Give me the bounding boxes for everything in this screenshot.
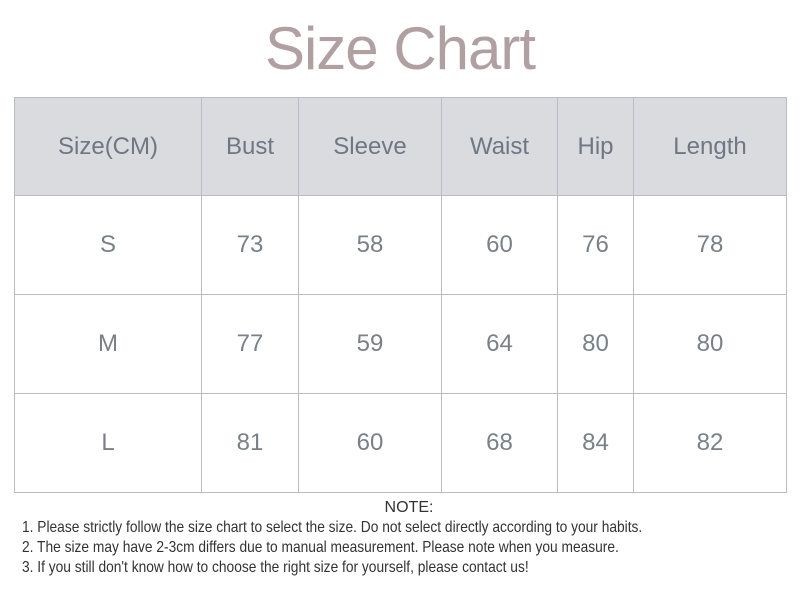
table-cell: S [14, 195, 202, 295]
note-line: 2. The size may have 2-3cm differs due t… [22, 539, 619, 556]
table-cell: 84 [557, 393, 634, 493]
table-cell: 60 [298, 393, 442, 493]
notes-section: NOTE: 1. Please strictly follow the size… [0, 498, 800, 578]
notes-heading: NOTE: [384, 499, 434, 516]
table-cell: 58 [298, 195, 442, 295]
column-header: Sleeve [298, 97, 442, 196]
table-cell: 73 [201, 195, 299, 295]
note-line: 3. If you still don't know how to choose… [22, 559, 529, 576]
column-header: Size(CM) [14, 97, 202, 196]
table-cell: 78 [633, 195, 787, 295]
table-cell: M [14, 294, 202, 394]
size-table: Size(CM) Bust Sleeve Waist Hip Length S 73 58 60… [14, 97, 787, 493]
column-header: Waist [441, 97, 558, 196]
page-title: Size Chart [264, 15, 536, 82]
column-header: Length [633, 97, 787, 196]
table-row: M 77 59 64 80 80 [14, 294, 787, 394]
column-header: Bust [201, 97, 299, 196]
table-cell: 82 [633, 393, 787, 493]
table-row: S 73 58 60 76 78 [14, 195, 787, 295]
table-cell: 81 [201, 393, 299, 493]
table-cell: 59 [298, 294, 442, 394]
table-cell: 64 [441, 294, 558, 394]
table-cell: 68 [441, 393, 558, 493]
table-cell: 77 [201, 294, 299, 394]
table-cell: 80 [557, 294, 634, 394]
table-cell: L [14, 393, 202, 493]
table-cell: 60 [441, 195, 558, 295]
table-cell: 76 [557, 195, 634, 295]
table-header-row: Size(CM) Bust Sleeve Waist Hip Length [14, 97, 787, 196]
column-header: Hip [557, 97, 634, 196]
note-line: 1. Please strictly follow the size chart… [22, 519, 643, 536]
table-row: L 81 60 68 84 82 [14, 393, 787, 493]
table-cell: 80 [633, 294, 787, 394]
